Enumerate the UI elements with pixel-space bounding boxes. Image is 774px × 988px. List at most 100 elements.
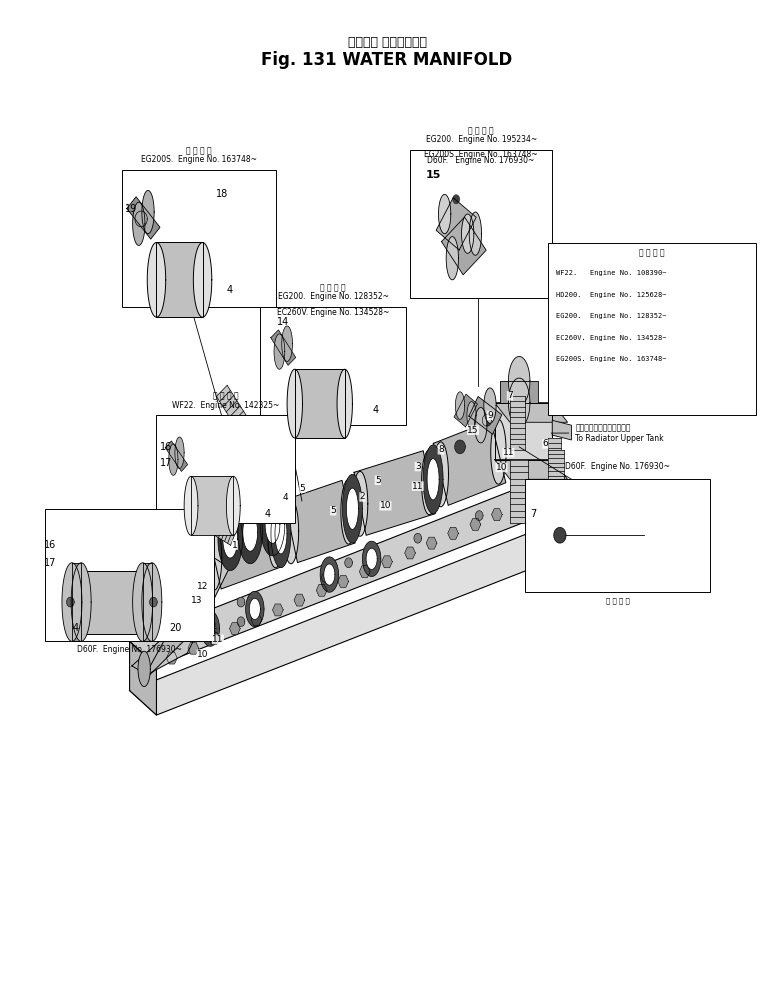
Polygon shape [475,511,483,521]
Polygon shape [145,558,229,676]
Polygon shape [474,407,487,443]
Bar [156,415,295,524]
Text: 3: 3 [415,462,420,471]
Text: HD200.  Engine No. 125628~: HD200. Engine No. 125628~ [556,291,666,297]
Polygon shape [166,652,177,664]
Polygon shape [447,528,458,539]
Polygon shape [72,571,87,633]
Text: 2: 2 [360,492,365,502]
Text: 7: 7 [530,509,536,519]
Text: 適 用 号 機: 適 用 号 機 [606,597,629,604]
Polygon shape [469,396,502,435]
Polygon shape [359,566,370,578]
Polygon shape [197,593,208,601]
Polygon shape [156,242,203,317]
Bar [526,479,710,592]
Polygon shape [275,513,287,554]
Text: ウォータ マニホールド: ウォータ マニホールド [348,36,426,48]
Polygon shape [229,622,240,634]
Polygon shape [72,563,81,641]
Polygon shape [175,437,184,468]
Polygon shape [149,597,157,607]
Polygon shape [129,641,156,715]
Polygon shape [274,334,285,370]
Polygon shape [324,564,335,585]
Text: 4: 4 [283,493,289,503]
Polygon shape [382,556,392,568]
Polygon shape [237,617,245,626]
Polygon shape [454,394,478,427]
Polygon shape [491,419,506,484]
Polygon shape [265,506,280,543]
Polygon shape [469,212,481,255]
Polygon shape [500,381,539,403]
Polygon shape [433,421,506,505]
Text: 15: 15 [426,170,441,180]
Polygon shape [553,528,566,543]
Text: 5: 5 [330,506,336,515]
Text: 適 用 号 機: 適 用 号 機 [639,248,665,258]
Polygon shape [188,642,199,654]
Polygon shape [439,195,450,233]
Polygon shape [294,594,305,606]
Polygon shape [446,236,458,280]
Polygon shape [191,476,233,535]
Polygon shape [547,438,561,479]
Polygon shape [362,541,381,577]
Bar [122,170,276,307]
Polygon shape [132,633,183,676]
Text: WF22.   Engine No. 108390~: WF22. Engine No. 108390~ [556,270,666,276]
Text: D60F.   Engine No. 176930~: D60F. Engine No. 176930~ [427,156,535,165]
Polygon shape [282,326,293,362]
Polygon shape [433,442,448,507]
Polygon shape [194,242,212,317]
Bar [548,243,756,415]
Text: 18: 18 [216,190,228,200]
Text: EG200S.  Engine No. 163748~: EG200S. Engine No. 163748~ [141,155,257,164]
Text: 20: 20 [170,622,182,632]
Bar [260,307,406,425]
Polygon shape [268,503,283,568]
Polygon shape [184,476,198,535]
Polygon shape [344,558,352,568]
Text: EG200S. Engine No. 163748~: EG200S. Engine No. 163748~ [556,357,666,363]
Polygon shape [127,197,160,239]
Text: 4: 4 [265,509,271,519]
Polygon shape [467,402,476,429]
Text: 10: 10 [380,501,391,510]
Polygon shape [295,370,344,438]
Text: 14: 14 [277,317,289,327]
Polygon shape [135,211,147,227]
Polygon shape [512,499,523,511]
Text: 適 用 号 機: 適 用 号 機 [213,391,238,401]
Polygon shape [287,370,303,438]
Text: EC260V. Engine No. 134528~: EC260V. Engine No. 134528~ [556,335,666,341]
Text: EG200.  Engine No. 128352~: EG200. Engine No. 128352~ [556,313,666,319]
Polygon shape [166,441,187,471]
Polygon shape [455,392,464,419]
Text: 4: 4 [73,622,79,632]
Polygon shape [205,618,216,639]
Polygon shape [138,651,150,687]
Polygon shape [422,450,437,515]
Polygon shape [169,444,178,475]
Polygon shape [283,499,299,564]
Polygon shape [414,534,422,543]
Polygon shape [491,509,502,521]
Polygon shape [80,571,141,633]
Polygon shape [129,529,571,715]
Text: 1: 1 [232,540,238,549]
Polygon shape [207,504,283,589]
Polygon shape [342,474,362,543]
Polygon shape [510,459,529,524]
Polygon shape [322,573,330,582]
Polygon shape [320,557,338,592]
Text: EG200.  Engine No. 195234~: EG200. Engine No. 195234~ [426,135,536,144]
Polygon shape [461,214,474,253]
Polygon shape [482,414,491,426]
Polygon shape [317,584,327,596]
Polygon shape [62,563,82,641]
Polygon shape [271,330,296,366]
Polygon shape [423,445,443,514]
Polygon shape [272,604,283,616]
